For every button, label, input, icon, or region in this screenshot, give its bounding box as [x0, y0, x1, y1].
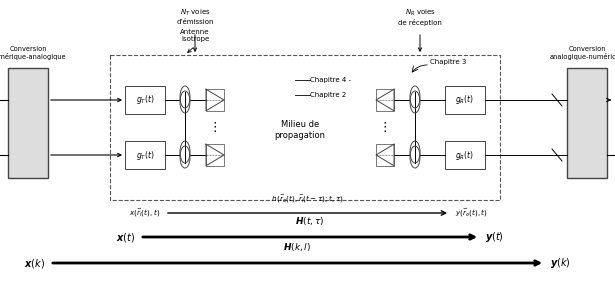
- Text: $x(\vec{r}_i(t),t)$: $x(\vec{r}_i(t),t)$: [129, 207, 160, 219]
- Bar: [376, 89, 394, 111]
- Text: $g_R(t)$: $g_R(t)$: [456, 148, 475, 162]
- Text: Chapitre 4 -: Chapitre 4 -: [310, 77, 351, 83]
- Text: $\boldsymbol{H}(k,l)$: $\boldsymbol{H}(k,l)$: [284, 241, 312, 253]
- Text: $\boldsymbol{x}(t)$: $\boldsymbol{x}(t)$: [116, 231, 135, 244]
- Bar: [206, 144, 224, 166]
- Text: Conversion
numérique-analogique: Conversion numérique-analogique: [0, 46, 66, 60]
- Text: $g_R(t)$: $g_R(t)$: [456, 93, 475, 106]
- Text: Conversion
analogique-numérique: Conversion analogique-numérique: [549, 46, 615, 60]
- Bar: [8, 68, 48, 178]
- Text: $\boldsymbol{x}(k)$: $\boldsymbol{x}(k)$: [24, 256, 45, 269]
- Text: $h\,(\vec{r}_o(t),\vec{r}_i(t-\tau);t,\tau)$: $h\,(\vec{r}_o(t),\vec{r}_i(t-\tau);t,\t…: [271, 193, 344, 205]
- Text: $N_T$ voies
d’émission: $N_T$ voies d’émission: [177, 8, 214, 25]
- Text: $y(\vec{r}_o(t),t)$: $y(\vec{r}_o(t),t)$: [455, 207, 488, 219]
- Bar: [125, 86, 165, 114]
- Text: $\boldsymbol{y}(k)$: $\boldsymbol{y}(k)$: [550, 256, 571, 270]
- Text: $g_T(t)$: $g_T(t)$: [136, 148, 154, 162]
- Text: ⋮: ⋮: [208, 121, 221, 134]
- Text: $\boldsymbol{y}(t)$: $\boldsymbol{y}(t)$: [485, 230, 504, 244]
- Bar: [567, 68, 607, 178]
- Bar: [445, 141, 485, 169]
- Text: Chapitre 3: Chapitre 3: [430, 59, 466, 65]
- Bar: [110, 55, 500, 200]
- Text: $g_T(t)$: $g_T(t)$: [136, 93, 154, 106]
- Text: Chapitre 2: Chapitre 2: [310, 92, 346, 98]
- Bar: [445, 86, 485, 114]
- Text: Antenne
isotrope: Antenne isotrope: [180, 29, 210, 42]
- Text: $\boldsymbol{H}(t,\tau)$: $\boldsymbol{H}(t,\tau)$: [295, 215, 325, 227]
- Bar: [206, 89, 224, 111]
- Text: $N_R$ voies
de réception: $N_R$ voies de réception: [398, 8, 442, 26]
- Text: ⋮: ⋮: [379, 121, 391, 134]
- Bar: [376, 144, 394, 166]
- Bar: [125, 141, 165, 169]
- Text: Milieu de
propagation: Milieu de propagation: [274, 120, 325, 140]
